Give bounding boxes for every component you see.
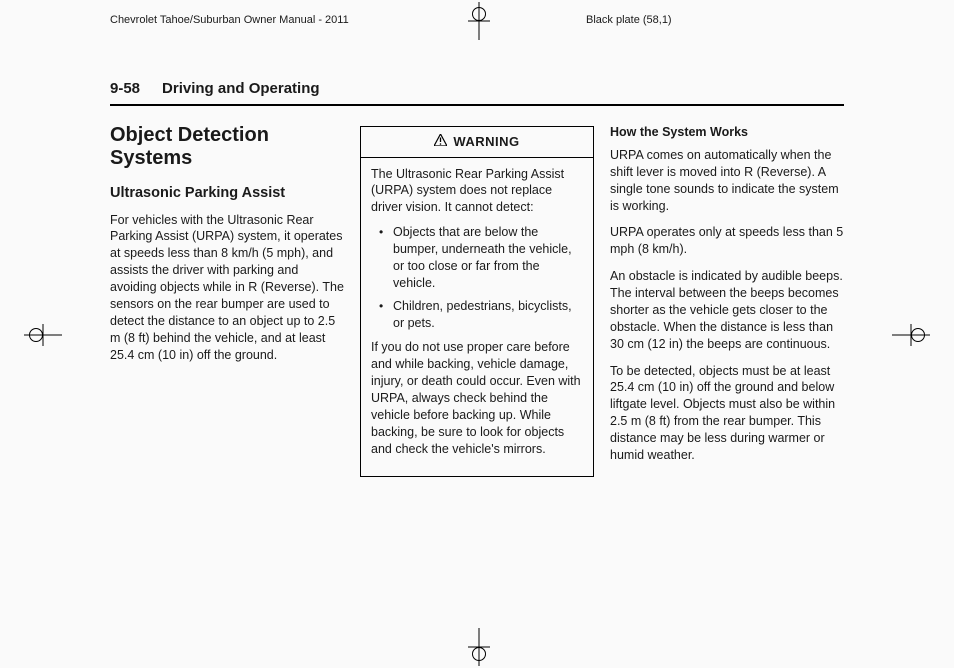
warning-list: Objects that are below the bumper, under…	[371, 224, 583, 331]
meta-black-plate: Black plate (58,1)	[586, 14, 672, 26]
paragraph: An obstacle is indicated by audible beep…	[610, 268, 844, 352]
warning-label: WARNING	[453, 134, 519, 149]
running-head: 9-58 Driving and Operating	[110, 80, 844, 97]
registration-mark-top	[468, 2, 490, 40]
warning-icon	[434, 134, 447, 148]
paragraph: If you do not use proper care before and…	[371, 339, 583, 457]
registration-mark-right	[892, 324, 930, 346]
warning-header: WARNING	[361, 127, 593, 158]
content-columns: Object Detection Systems Ultrasonic Park…	[110, 124, 844, 608]
paragraph: The Ultrasonic Rear Parking Assist (URPA…	[371, 166, 583, 217]
column-2: WARNING The Ultrasonic Rear Parking Assi…	[360, 124, 594, 608]
list-item: Objects that are below the bumper, under…	[377, 224, 583, 292]
column-3: How the System Works URPA comes on autom…	[610, 124, 844, 608]
paragraph: URPA operates only at speeds less than 5…	[610, 224, 844, 258]
warning-box: WARNING The Ultrasonic Rear Parking Assi…	[360, 126, 594, 477]
paragraph: URPA comes on automatically when the shi…	[610, 147, 844, 215]
heading-how-the-system-works: How the System Works	[610, 124, 844, 141]
paragraph: To be detected, objects must be at least…	[610, 363, 844, 464]
page-number: 9-58	[110, 80, 140, 97]
section-title: Driving and Operating	[162, 80, 320, 97]
heading-object-detection-systems: Object Detection Systems	[110, 124, 344, 170]
registration-mark-bottom	[468, 628, 490, 666]
column-1: Object Detection Systems Ultrasonic Park…	[110, 124, 344, 608]
meta-manual-title: Chevrolet Tahoe/Suburban Owner Manual - …	[110, 14, 349, 26]
header-rule	[110, 104, 844, 106]
manual-page: Chevrolet Tahoe/Suburban Owner Manual - …	[0, 0, 954, 668]
heading-ultrasonic-parking-assist: Ultrasonic Parking Assist	[110, 184, 344, 204]
list-item: Children, pedestrians, bicyclists, or pe…	[377, 298, 583, 332]
registration-mark-left	[24, 324, 62, 346]
warning-body: The Ultrasonic Rear Parking Assist (URPA…	[361, 158, 593, 476]
paragraph: For vehicles with the Ultrasonic Rear Pa…	[110, 212, 344, 364]
